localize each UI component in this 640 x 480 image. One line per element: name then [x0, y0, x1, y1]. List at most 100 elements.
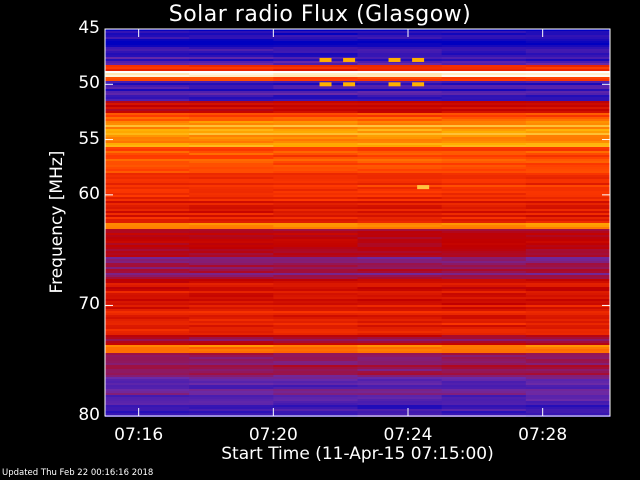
heatmap-cell: [273, 355, 358, 357]
heatmap-cell: [525, 405, 611, 407]
heatmap-cell: [105, 229, 190, 231]
heatmap-cell: [357, 399, 443, 401]
heatmap-cell: [273, 243, 358, 245]
heatmap-cell: [273, 163, 358, 165]
heatmap-cell: [441, 39, 527, 41]
heatmap-cell: [441, 409, 527, 411]
heatmap-cell: [357, 377, 443, 379]
heatmap-cell: [441, 317, 527, 319]
heatmap-cell: [189, 319, 274, 321]
heatmap-cell: [357, 349, 443, 351]
heatmap-cell: [105, 195, 190, 197]
heatmap-cell: [189, 217, 274, 219]
heatmap-cell: [273, 35, 358, 37]
heatmap-cell: [441, 191, 527, 193]
heatmap-cell: [441, 89, 527, 91]
heatmap-cell: [105, 187, 190, 189]
heatmap-cell: [273, 175, 358, 177]
heatmap-cell: [273, 61, 358, 63]
heatmap-cell: [189, 341, 274, 343]
heatmap-cell: [441, 271, 527, 273]
heatmap-cell: [189, 385, 274, 387]
heatmap-cell: [525, 211, 611, 213]
heatmap-cell: [273, 315, 358, 317]
burst-mark: [319, 82, 332, 87]
heatmap-cell: [105, 281, 190, 283]
heatmap-cell: [357, 157, 443, 159]
heatmap-cell: [525, 173, 611, 175]
heatmap-cell: [189, 155, 274, 157]
heatmap-cell: [357, 103, 443, 105]
heatmap-cell: [441, 237, 527, 239]
heatmap-cell: [357, 305, 443, 307]
heatmap-cell: [357, 205, 443, 207]
heatmap-cell: [525, 189, 611, 191]
heatmap-cell: [525, 233, 611, 235]
heatmap-cell: [525, 413, 611, 415]
heatmap-cell: [525, 359, 611, 361]
heatmap-cell: [357, 319, 443, 321]
heatmap-cell: [525, 55, 611, 57]
heatmap-cell: [189, 251, 274, 253]
heatmap-cell: [189, 401, 274, 403]
heatmap-cell: [273, 267, 358, 269]
heatmap-cell: [273, 141, 358, 143]
heatmap-cell: [105, 219, 190, 221]
heatmap-cell: [357, 293, 443, 295]
heatmap-cell: [273, 389, 358, 391]
heatmap-cell: [189, 137, 274, 139]
heatmap-cell: [441, 29, 527, 31]
heatmap-cell: [357, 211, 443, 213]
heatmap-cell: [525, 243, 611, 245]
heatmap-cell: [357, 151, 443, 153]
heatmap-cell: [525, 389, 611, 391]
heatmap-cell: [525, 71, 611, 73]
heatmap-cell: [273, 217, 358, 219]
heatmap-cell: [525, 53, 611, 55]
heatmap-cell: [357, 397, 443, 399]
heatmap-cell: [441, 241, 527, 243]
heatmap-cell: [273, 171, 358, 173]
heatmap-cell: [273, 409, 358, 411]
heatmap-cell: [525, 303, 611, 305]
heatmap-cell: [441, 343, 527, 345]
heatmap-cell: [441, 115, 527, 117]
heatmap-cell: [357, 179, 443, 181]
heatmap-cell: [441, 81, 527, 83]
heatmap-cell: [357, 317, 443, 319]
heatmap-cell: [273, 273, 358, 275]
heatmap-cell: [357, 95, 443, 97]
heatmap-cell: [525, 205, 611, 207]
x-tick-label: 07:20: [248, 425, 298, 445]
heatmap-cell: [357, 141, 443, 143]
heatmap-cell: [273, 291, 358, 293]
heatmap-cell: [105, 113, 190, 115]
heatmap-cell: [357, 361, 443, 363]
heatmap-cell: [441, 243, 527, 245]
heatmap-cell: [525, 31, 611, 33]
heatmap-cell: [357, 353, 443, 355]
chart-title: Solar radio Flux (Glasgow): [168, 2, 472, 27]
burst-mark: [343, 82, 356, 87]
heatmap-cell: [357, 403, 443, 405]
heatmap-cell: [105, 91, 190, 93]
heatmap-cell: [273, 101, 358, 103]
heatmap-cell: [357, 269, 443, 271]
heatmap-cell: [441, 277, 527, 279]
heatmap-cell: [357, 29, 443, 31]
heatmap-cell: [189, 367, 274, 369]
heatmap-cell: [441, 131, 527, 133]
heatmap-cell: [189, 413, 274, 415]
heatmap-cell: [273, 225, 358, 227]
heatmap-cell: [357, 345, 443, 347]
heatmap-cell: [189, 277, 274, 279]
heatmap-cell: [441, 223, 527, 225]
heatmap-cell: [441, 63, 527, 65]
heatmap-cell: [441, 351, 527, 353]
heatmap-cell: [273, 271, 358, 273]
heatmap-cell: [189, 321, 274, 323]
heatmap-cell: [525, 265, 611, 267]
heatmap-cell: [525, 187, 611, 189]
heatmap-cell: [441, 313, 527, 315]
heatmap-cell: [273, 369, 358, 371]
